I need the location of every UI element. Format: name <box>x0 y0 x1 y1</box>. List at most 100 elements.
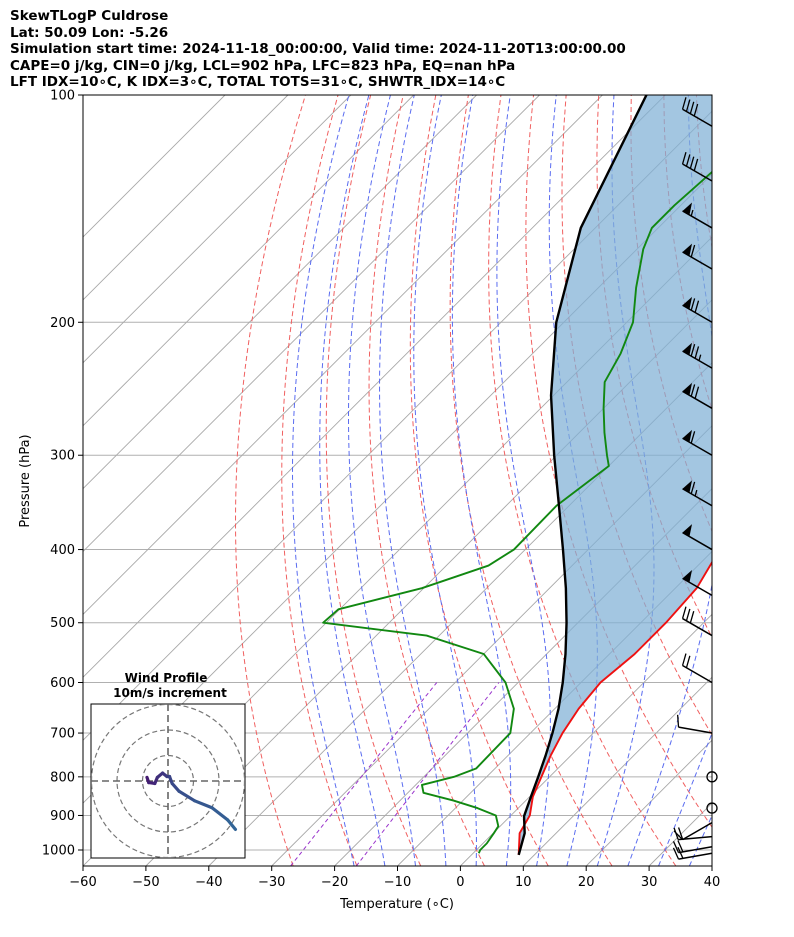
parcel-line <box>517 95 648 856</box>
x-tick-label: 30 <box>641 875 658 890</box>
barb-shaft <box>682 437 713 456</box>
dry-adiabat <box>409 95 549 866</box>
inset-content <box>91 704 245 858</box>
barb-flag <box>682 524 693 537</box>
mixing-ratio-line <box>355 682 500 866</box>
wind-barb <box>682 202 713 229</box>
barb-full <box>690 481 696 494</box>
barb-full <box>676 714 680 728</box>
y-tick-label: 600 <box>50 676 75 691</box>
moist-adiabat <box>292 95 355 866</box>
x-tick-label: −40 <box>195 875 222 890</box>
barb-full <box>672 847 680 860</box>
title-line-indices: LFT IDX=10∘C, K IDX=3∘C, TOTAL TOTS=31∘C… <box>10 74 506 90</box>
barb-shaft <box>682 350 713 369</box>
barb-full <box>681 97 687 110</box>
barb-full <box>693 158 699 171</box>
calm-circle <box>706 771 718 783</box>
wind-barb <box>676 714 713 734</box>
title-line-station: SkewTLogP Culdrose <box>10 8 169 24</box>
barb-flag <box>682 382 693 396</box>
dry-adiabat <box>762 95 794 866</box>
barb-shaft <box>682 210 713 229</box>
barb-full <box>681 606 687 619</box>
hodograph-segment <box>226 818 238 832</box>
isotherm-line <box>522 676 712 866</box>
isotherm-line <box>83 95 603 616</box>
y-tick-label: 200 <box>50 316 75 331</box>
profile-lines <box>322 95 712 856</box>
barb-full <box>689 101 695 114</box>
barb-shaft <box>682 390 713 409</box>
moist-adiabat <box>658 731 712 866</box>
isotherm-line <box>397 550 712 866</box>
barb-full <box>690 431 696 444</box>
barb-shaft <box>682 304 713 323</box>
hodograph-segment <box>193 799 214 810</box>
barb-half <box>698 354 702 361</box>
wind-barb <box>706 771 718 783</box>
y-tick-label: 300 <box>50 449 75 464</box>
x-tick-label: −10 <box>384 875 411 890</box>
mixing-ratio-line <box>290 682 438 866</box>
temperature-line <box>517 560 712 855</box>
wind-barb <box>682 342 713 369</box>
barb-flag <box>682 243 693 256</box>
dry-adiabat <box>525 95 712 829</box>
isotherm-line <box>83 95 666 678</box>
barb-full <box>681 151 687 165</box>
y-tick-label: 500 <box>50 616 75 631</box>
y-tick-label: 400 <box>50 543 75 558</box>
chart-title: SkewTLogP Culdrose Lat: 50.09 Lon: -5.26… <box>10 8 626 91</box>
barb-flag <box>682 480 693 493</box>
x-tick-label: −50 <box>132 875 159 890</box>
isotherm-line <box>460 613 712 866</box>
wind-barb <box>682 243 713 270</box>
barb-shaft <box>678 852 713 860</box>
moist-adiabat <box>319 95 386 866</box>
isotherm-line <box>83 95 352 364</box>
barb-full <box>681 653 687 666</box>
x-tick-label: 20 <box>578 875 595 890</box>
inset-subtitle: 10m/s increment <box>113 686 227 700</box>
cape-shading <box>518 95 712 855</box>
axis-ticks: −60 −50 −40 −30 −20 −10 0 10 20 30 40 1000 900 800 700… <box>42 89 720 891</box>
dry-adiabat <box>325 95 422 866</box>
isotherm-line <box>83 95 477 490</box>
wind-barb <box>672 840 713 854</box>
barb-flag <box>682 342 693 356</box>
wind-barb <box>681 97 713 127</box>
wind-barb <box>681 606 713 637</box>
barb-shaft <box>682 163 713 182</box>
barb-flag <box>682 202 693 215</box>
x-tick-label: 0 <box>456 875 464 890</box>
dry-adiabat <box>729 95 794 866</box>
barb-full <box>694 386 700 399</box>
isotherm-line <box>83 95 226 238</box>
y-tick-label: 100 <box>50 89 75 104</box>
x-tick-label: −20 <box>321 875 348 890</box>
wind-barbs <box>672 97 718 860</box>
barb-full <box>689 611 695 624</box>
isotherm-line <box>271 425 712 866</box>
calm-circle <box>706 802 718 814</box>
barb-full <box>672 841 680 853</box>
isotherm-line <box>145 299 712 866</box>
wind-barb <box>682 429 713 456</box>
barb-full <box>689 156 695 169</box>
wind-barb <box>706 802 718 814</box>
moist-adiabat <box>379 95 447 866</box>
isotherm-line <box>711 865 712 866</box>
wind-barb <box>682 382 713 409</box>
barb-full <box>694 346 700 359</box>
barb-full <box>690 244 696 258</box>
wind-barb <box>682 480 713 507</box>
barb-full <box>694 300 700 313</box>
wind-barb <box>681 653 713 684</box>
dry-adiabat <box>281 95 358 866</box>
barb-full <box>690 298 696 311</box>
y-tick-label: 900 <box>50 809 75 824</box>
barb-shaft <box>682 251 713 270</box>
x-tick-label: −60 <box>69 875 96 890</box>
